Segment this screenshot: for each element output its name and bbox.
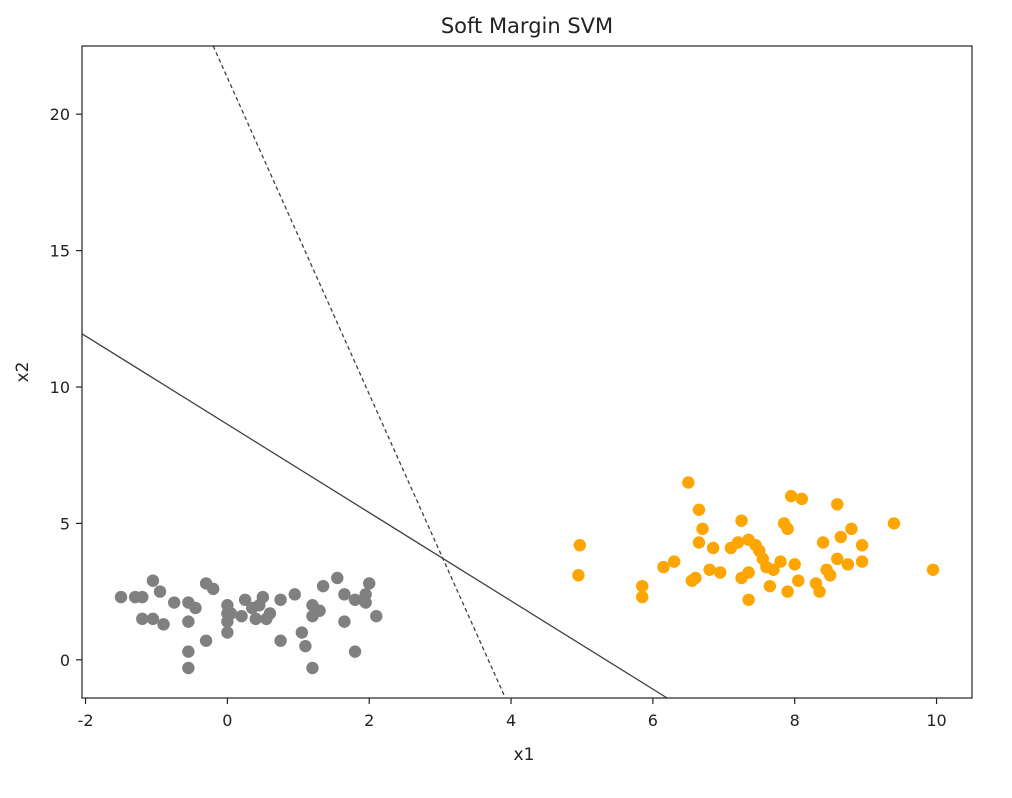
series-0-point [313,604,326,617]
series-1-point [714,566,727,579]
y-tick-label: 10 [50,378,70,397]
data-points [114,476,940,675]
series-0-point [299,639,312,653]
series-1-point [855,555,869,568]
series-0-point [288,588,301,601]
series-1-point [834,530,848,544]
series-1-point [692,503,706,516]
series-1-point [845,522,858,536]
series-0-point [274,634,287,647]
series-1-point [795,492,809,506]
x-tick-label: 4 [506,711,516,730]
series-1-point [781,585,794,598]
decision-lines [81,45,668,699]
series-1-point [636,579,649,593]
x-tick-label: 2 [364,711,374,730]
series-0-point [224,607,238,620]
series-1-point [781,522,794,536]
series-0-point [146,612,160,626]
series-1-point [763,579,777,593]
series-1-point [636,590,649,604]
series-1-point [692,536,706,549]
series-1-point [742,566,755,579]
series-0-point [256,590,270,604]
series-0-point [274,593,287,606]
series-1-point [792,574,805,587]
series-1-point [784,489,798,503]
series-1-point [573,539,587,552]
series-1-point [731,536,745,549]
series-1-point [657,560,670,574]
series-0-point [136,612,149,626]
series-0-point [146,574,160,587]
series-0-point [348,593,362,606]
x-tick-label: -2 [78,711,94,730]
series-0-point [114,590,128,604]
series-1-point [831,552,844,566]
series-1-point [816,536,830,549]
series-1-point [926,563,940,576]
series-0-point [182,615,195,628]
series-0-point [189,601,202,615]
series-1-point [823,569,837,582]
series-1-point [706,541,720,555]
series-0-point [316,579,330,593]
series-0-point [206,582,220,596]
x-tick-label: 0 [222,711,232,730]
series-1-point [788,558,801,571]
y-axis-label: x2 [13,362,33,383]
y-tick-label: 5 [60,514,70,533]
series-0-point [136,590,149,604]
series-1-point [742,593,755,606]
series-0-point [157,618,170,631]
axis-ticks: -2 0 2 4 6 8 10 0 5 10 15 20 [50,105,947,730]
series-0-point [370,609,383,623]
series-0-point [338,588,351,601]
series-0-point [306,661,319,675]
series-0-point [221,626,234,639]
series-1-point [831,498,844,511]
series-1-point [887,517,901,530]
x-tick-label: 6 [648,711,658,730]
series-1-point [813,585,826,598]
series-0-point [199,634,213,647]
series-0-point [182,661,195,675]
series-1-point [682,476,695,489]
series-1-point [735,514,748,527]
series-0-point [167,596,181,609]
x-tick-label: 8 [790,711,800,730]
series-0-point [249,612,262,626]
series-1-point [841,558,855,571]
series-0-point [295,626,309,639]
series-0-point [331,571,344,585]
series-1-point [767,563,780,576]
series-0-point [153,585,167,598]
y-tick-label: 0 [60,651,70,670]
y-tick-label: 15 [50,242,70,261]
x-axis-label: x1 [514,745,535,765]
series-1-point [855,539,869,552]
plot-area-frame [81,45,973,699]
series-1-point [667,555,681,568]
series-0-point [263,607,277,620]
series-1-point [689,571,702,585]
chart-title: Soft Margin SVM [441,14,613,38]
series-0-point [359,596,372,609]
solid-boundary-line [81,333,668,699]
dashed-boundary-line [212,45,506,699]
series-1-point [696,522,709,536]
series-1-point [703,563,716,576]
series-0-point [235,609,248,623]
series-0-point [238,593,252,606]
series-1-point [774,555,787,568]
series-0-point [348,645,362,658]
y-tick-label: 20 [50,105,70,124]
series-0-point [338,615,351,628]
x-tick-label: 10 [926,711,946,730]
series-0-point [182,645,195,658]
series-1-point [572,569,585,582]
series-0-point [363,577,376,590]
